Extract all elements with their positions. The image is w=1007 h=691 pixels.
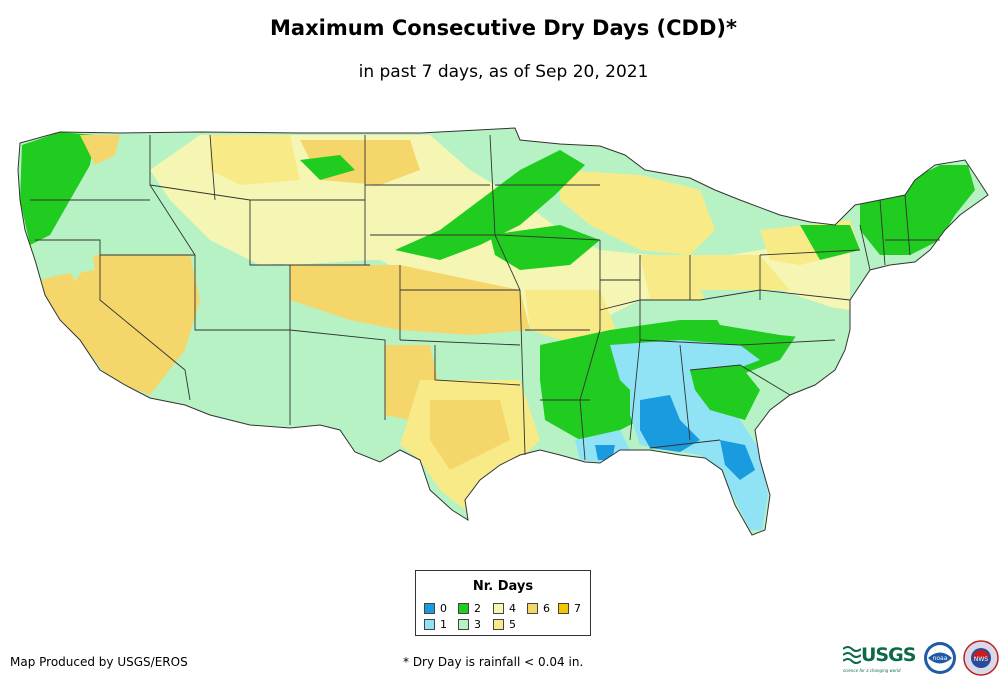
legend-label: 1	[440, 618, 447, 631]
nws-text: NWS	[974, 656, 988, 663]
legend-swatch	[458, 603, 469, 614]
legend-item-3: 3	[458, 618, 481, 631]
legend: Nr. Days 0 1 2 3 4 5 6 7	[415, 570, 591, 636]
usgs-logo: USGS science for a changing world	[843, 644, 919, 673]
usgs-wave-icon	[843, 646, 861, 664]
legend-label: 4	[509, 602, 516, 615]
noaa-text: noaa	[933, 655, 948, 662]
legend-item-2: 2	[458, 602, 481, 615]
legend-item-6: 6	[527, 602, 550, 615]
agency-logos: USGS science for a changing world noaa N…	[843, 640, 1001, 680]
legend-item-4: 4	[493, 602, 516, 615]
legend-title: Nr. Days	[472, 579, 534, 594]
legend-label: 2	[474, 602, 481, 615]
legend-label: 0	[440, 602, 447, 615]
legend-swatch	[558, 603, 569, 614]
legend-swatch	[527, 603, 538, 614]
legend-label: 6	[543, 602, 550, 615]
map-credit: Map Produced by USGS/EROS	[10, 655, 188, 669]
legend-swatch	[458, 619, 469, 630]
legend-item-5: 5	[493, 618, 516, 631]
legend-item-0: 0	[424, 602, 447, 615]
legend-swatch	[424, 619, 435, 630]
legend-item-1: 1	[424, 618, 447, 631]
legend-item-7: 7	[558, 602, 581, 615]
nws-logo: NWS	[963, 640, 999, 676]
noaa-logo: noaa	[924, 642, 956, 674]
legend-label: 3	[474, 618, 481, 631]
legend-label: 5	[509, 618, 516, 631]
usgs-wordmark: USGS	[861, 644, 916, 666]
legend-swatch	[424, 603, 435, 614]
map-subtitle: in past 7 days, as of Sep 20, 2021	[358, 62, 649, 82]
map-title: Maximum Consecutive Dry Days (CDD)*	[270, 16, 737, 40]
dry-day-footnote: * Dry Day is rainfall < 0.04 in.	[403, 655, 584, 669]
usgs-tagline: science for a changing world	[843, 668, 901, 673]
legend-swatch	[493, 603, 504, 614]
legend-swatch	[493, 619, 504, 630]
legend-label: 7	[574, 602, 581, 615]
